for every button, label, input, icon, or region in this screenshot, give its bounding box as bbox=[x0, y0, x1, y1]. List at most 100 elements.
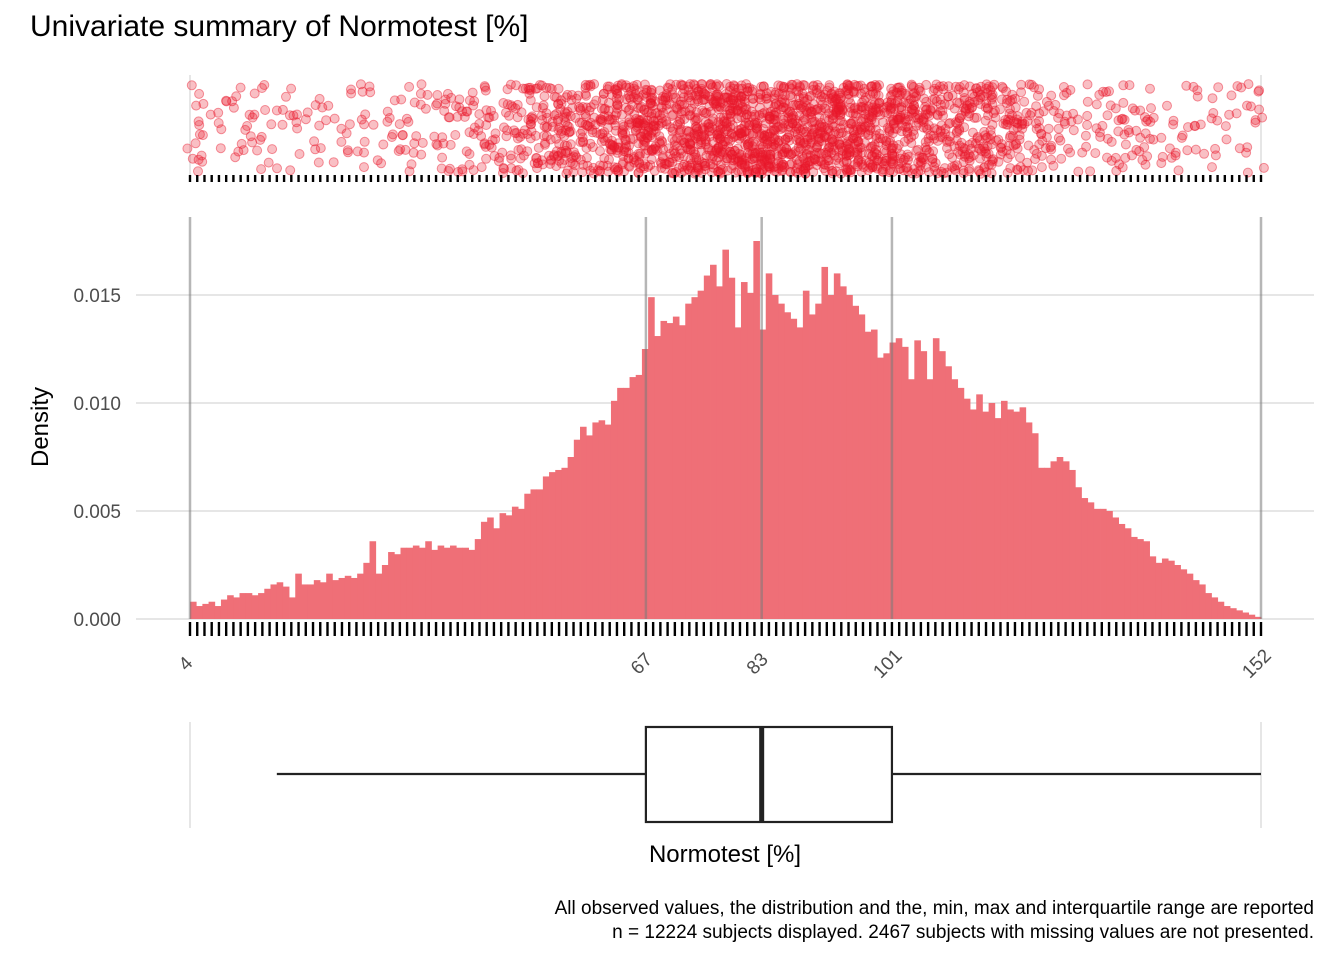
data-point bbox=[932, 109, 943, 120]
data-point bbox=[654, 137, 665, 148]
data-point bbox=[487, 135, 498, 146]
data-point bbox=[837, 127, 848, 138]
data-point bbox=[432, 98, 443, 109]
data-point bbox=[628, 134, 639, 144]
data-point bbox=[972, 87, 983, 98]
data-point bbox=[1068, 108, 1079, 119]
histogram-bar bbox=[394, 554, 401, 619]
data-point bbox=[973, 165, 984, 176]
data-point bbox=[1212, 115, 1223, 126]
data-point bbox=[921, 79, 932, 90]
data-point bbox=[928, 85, 939, 96]
data-point bbox=[906, 79, 917, 90]
data-point bbox=[660, 95, 671, 106]
data-point bbox=[824, 137, 835, 148]
data-point bbox=[815, 156, 826, 167]
histogram-bar bbox=[1069, 469, 1076, 619]
data-point bbox=[720, 136, 731, 147]
data-point bbox=[886, 145, 897, 156]
data-point bbox=[975, 153, 985, 164]
data-point bbox=[845, 167, 856, 178]
data-point bbox=[619, 144, 630, 155]
data-point bbox=[661, 104, 672, 114]
histogram-bar bbox=[388, 552, 395, 619]
data-point bbox=[513, 164, 524, 175]
data-point bbox=[920, 137, 931, 147]
data-point bbox=[780, 90, 790, 101]
data-point bbox=[751, 163, 762, 174]
data-point bbox=[603, 105, 614, 116]
histogram-bar bbox=[518, 508, 525, 619]
data-point bbox=[739, 91, 750, 102]
data-point bbox=[685, 139, 696, 149]
data-point bbox=[221, 96, 232, 107]
data-point bbox=[737, 101, 748, 112]
data-point bbox=[556, 95, 567, 106]
data-point bbox=[556, 146, 567, 157]
data-point bbox=[949, 103, 960, 114]
data-point bbox=[692, 162, 703, 173]
data-point bbox=[235, 82, 246, 93]
data-point bbox=[737, 130, 748, 141]
data-point bbox=[704, 122, 715, 133]
histogram-bar bbox=[660, 320, 668, 619]
data-point bbox=[685, 95, 696, 106]
data-point bbox=[565, 139, 576, 150]
data-point bbox=[259, 80, 270, 90]
data-point bbox=[793, 85, 804, 96]
histogram-bar bbox=[1230, 608, 1237, 619]
data-point bbox=[801, 105, 812, 116]
data-point bbox=[1031, 148, 1042, 159]
data-point bbox=[750, 117, 761, 128]
data-point bbox=[497, 147, 508, 158]
data-point bbox=[846, 118, 857, 129]
histogram-bars bbox=[190, 241, 1262, 619]
data-point bbox=[583, 80, 594, 91]
data-point bbox=[749, 153, 760, 164]
data-point bbox=[710, 99, 721, 110]
data-point bbox=[525, 85, 536, 95]
data-point bbox=[958, 156, 969, 167]
data-point bbox=[510, 103, 521, 114]
data-point bbox=[794, 156, 805, 167]
data-point bbox=[397, 130, 408, 141]
data-point bbox=[646, 93, 657, 103]
data-point bbox=[923, 120, 934, 131]
data-point bbox=[779, 82, 790, 93]
data-point bbox=[683, 81, 694, 92]
data-point bbox=[783, 147, 794, 158]
histogram-bar bbox=[375, 573, 383, 619]
data-point bbox=[896, 104, 907, 115]
data-point bbox=[715, 112, 726, 123]
data-point bbox=[844, 165, 855, 176]
data-point bbox=[993, 156, 1004, 167]
data-point bbox=[848, 86, 859, 97]
data-point bbox=[674, 116, 685, 127]
histogram-bar bbox=[654, 336, 661, 619]
data-point bbox=[869, 117, 880, 128]
data-point bbox=[821, 132, 832, 143]
histogram-bar bbox=[1056, 457, 1064, 619]
data-point bbox=[1094, 89, 1105, 100]
data-point bbox=[792, 118, 803, 129]
data-point bbox=[1226, 90, 1237, 101]
data-point bbox=[656, 113, 667, 124]
data-point bbox=[808, 99, 819, 110]
data-point bbox=[827, 95, 838, 106]
data-point bbox=[389, 95, 400, 106]
data-point bbox=[823, 143, 834, 154]
data-point bbox=[1242, 167, 1253, 178]
data-point bbox=[546, 154, 556, 165]
histogram-bar bbox=[740, 282, 748, 619]
data-point bbox=[650, 141, 661, 152]
data-point bbox=[1038, 106, 1049, 117]
data-point bbox=[751, 164, 762, 175]
data-point bbox=[621, 142, 632, 153]
histogram-bar bbox=[945, 366, 952, 619]
histogram-bar bbox=[196, 606, 203, 619]
data-point bbox=[1170, 147, 1181, 158]
data-point bbox=[1176, 132, 1187, 143]
data-point bbox=[648, 116, 659, 127]
data-point bbox=[1007, 94, 1018, 105]
data-point bbox=[356, 114, 367, 125]
